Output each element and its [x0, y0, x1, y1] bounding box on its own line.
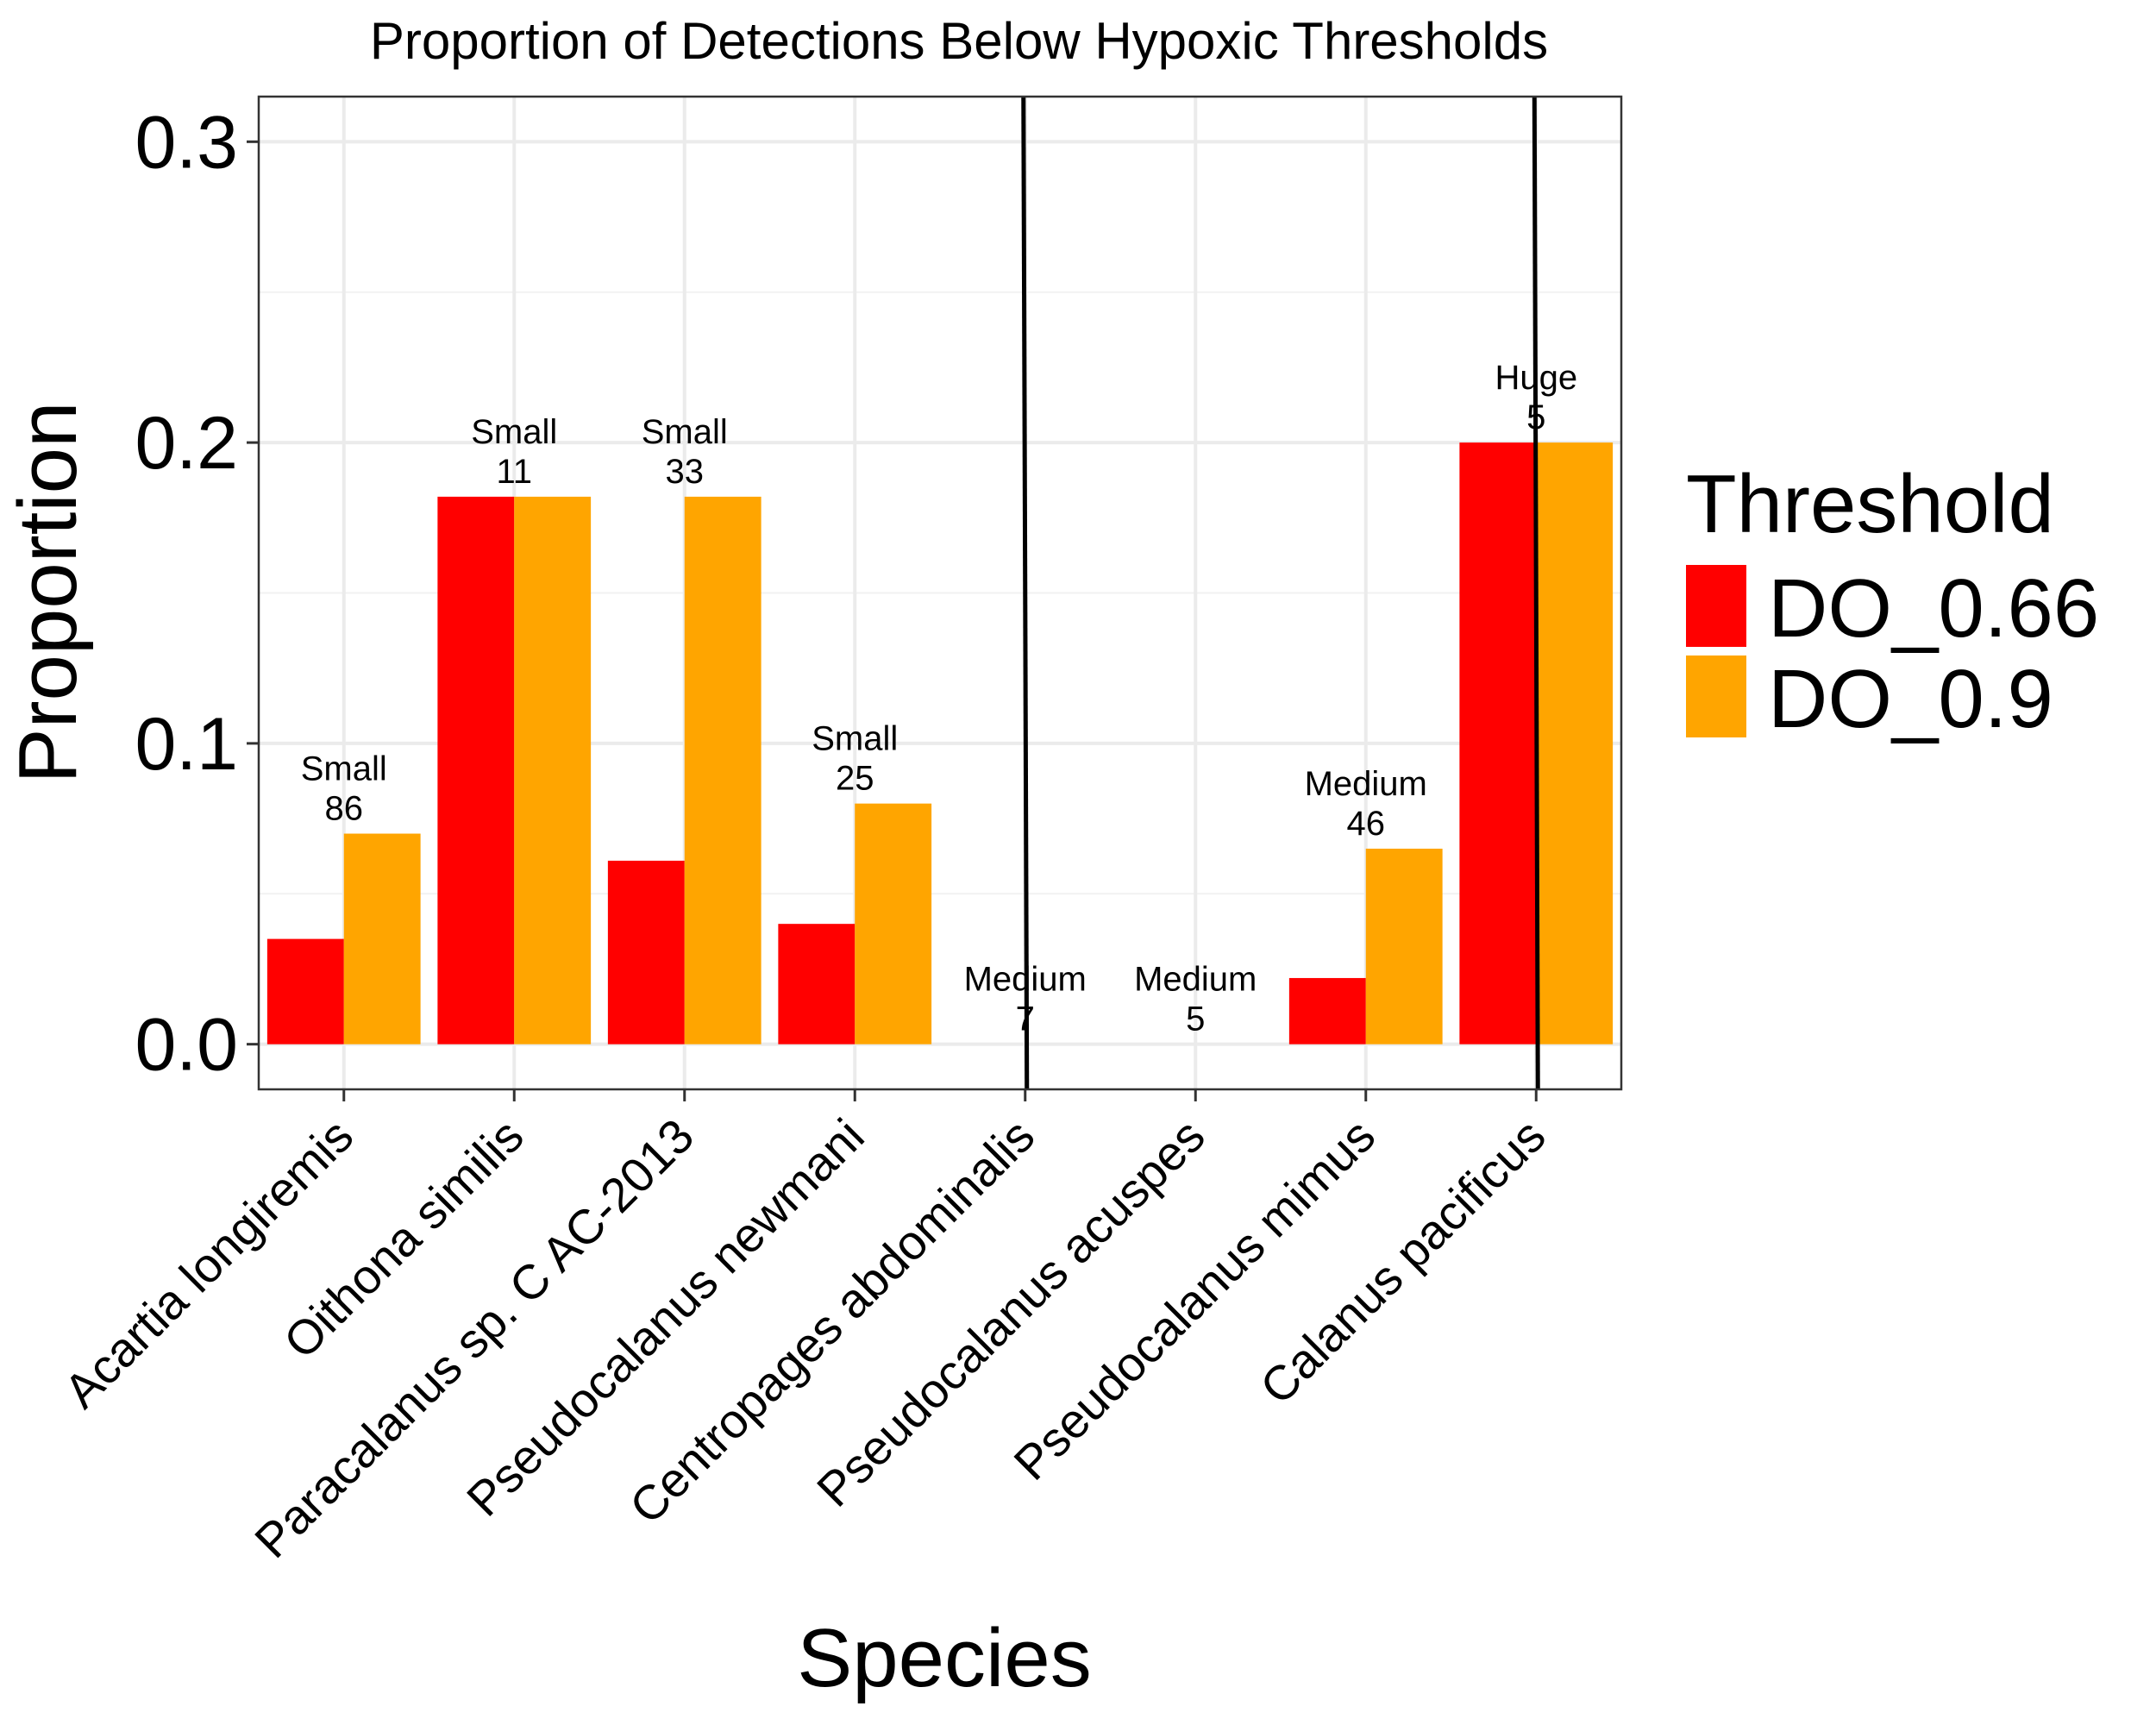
legend-label: DO_0.66: [1768, 562, 2099, 655]
y-tick-label: 0.1: [135, 703, 238, 786]
annotation-size: Medium: [1134, 961, 1257, 999]
legend-key: [1686, 565, 1746, 647]
annotation-count: 5: [1186, 1000, 1205, 1038]
x-axis-title: Species: [797, 1612, 1092, 1704]
annotation-size: Small: [642, 413, 728, 451]
bar-do-0-66: [437, 496, 515, 1044]
annotation-size: Medium: [1305, 765, 1427, 803]
legend-label: DO_0.9: [1768, 653, 2053, 745]
group-separators: [1021, 96, 1540, 1090]
bar-do-0-66: [266, 938, 344, 1044]
bar-do-0-9: [855, 803, 932, 1044]
group-separator: [1532, 96, 1540, 1090]
bar-do-0-66: [1288, 977, 1366, 1044]
legend-title: Threshold: [1686, 458, 2054, 550]
bar-do-0-9: [1365, 848, 1443, 1044]
y-tick-label: 0.2: [135, 402, 238, 485]
annotation-count: 25: [836, 760, 874, 798]
legend-key: [1686, 656, 1746, 737]
y-axis-title: Proportion: [2, 402, 94, 784]
x-tick-label: Acartia longiremis: [53, 1108, 363, 1418]
bar-do-0-9: [1536, 442, 1614, 1044]
annotation-count: 86: [325, 790, 364, 828]
chart-title: Proportion of Detections Below Hypoxic T…: [370, 12, 1548, 70]
annotation-count: 11: [496, 453, 532, 491]
x-tick-label: Calanus pacificus: [1250, 1108, 1556, 1414]
bar-do-0-66: [778, 924, 856, 1044]
plot-border: [257, 95, 1623, 1091]
bar-do-0-66: [607, 860, 685, 1044]
group-separator: [1021, 96, 1030, 1090]
annotation-size: Small: [812, 720, 898, 758]
bar-do-0-9: [514, 496, 592, 1044]
y-tick-label: 0.3: [135, 101, 238, 184]
bar-do-0-9: [343, 833, 421, 1044]
annotation-count: 46: [1347, 805, 1386, 843]
annotation-size: Small: [301, 750, 387, 788]
annotation-count: 33: [666, 453, 705, 491]
bar-do-0-9: [684, 496, 761, 1044]
annotation-size: Small: [471, 413, 557, 451]
y-tick-label: 0.0: [135, 1004, 238, 1087]
bar-do-0-66: [1459, 442, 1537, 1044]
bars: [266, 442, 1614, 1044]
